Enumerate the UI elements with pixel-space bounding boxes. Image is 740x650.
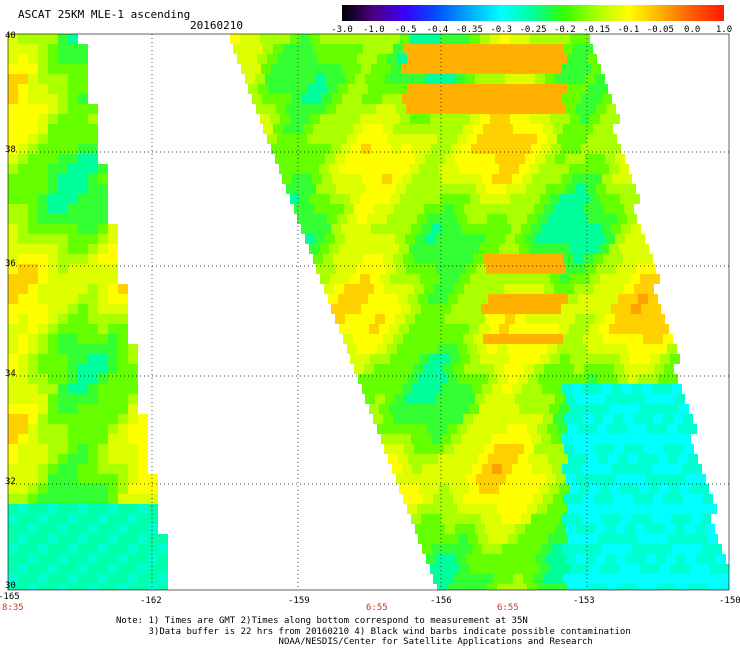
lon-label-156: -156 (430, 596, 452, 606)
pass-time-2: 6:55 (366, 603, 388, 613)
colorbar-tick-label: -0.15 (583, 25, 611, 35)
colorbar-tick-label: -3.0 (331, 25, 353, 35)
lon-label-150: -150 (719, 596, 740, 606)
note-line-3: NOAA/NESDIS/Center for Satellite Applica… (116, 637, 593, 647)
colorbar-tick-label: -1.0 (362, 25, 385, 35)
colorbar-tick-label: -0.25 (519, 25, 547, 35)
lat-label-30: 30 (5, 581, 16, 591)
colorbar (342, 5, 724, 21)
colorbar-tick-label: -0.4 (426, 25, 449, 35)
lon-label-162: -162 (140, 596, 162, 606)
map-date: 20160210 (190, 19, 243, 32)
lon-label-159: -159 (288, 596, 310, 606)
lon-label-153: -153 (573, 596, 595, 606)
lat-label-32: 32 (5, 477, 16, 487)
colorbar-tick-label: 1.0 (715, 25, 733, 35)
colorbar-tick-label: -0.2 (553, 25, 576, 35)
lat-label-40: 40 (5, 31, 16, 41)
colorbar-tick-label: -0.3 (490, 25, 512, 35)
lat-label-34: 34 (5, 369, 16, 379)
note-line-2: 3)Data buffer is 22 hrs from 20160210 4)… (116, 626, 631, 637)
footnotes: Note: 1) Times are GMT 2)Times along bot… (116, 616, 631, 648)
map-title: ASCAT 25KM MLE-1 ascending (18, 8, 191, 21)
colorbar-tick-label: -0.5 (394, 25, 417, 35)
colorbar-tick-label: 0.0 (684, 25, 701, 35)
colorbar-tick-label: -0.35 (455, 25, 483, 35)
lat-label-38: 38 (5, 145, 16, 155)
pass-time-1: 8:35 (2, 603, 24, 613)
colorbar-tick-label: -0.1 (617, 25, 640, 35)
colorbar-tick-label: -0.05 (646, 25, 674, 35)
lat-label-36: 36 (5, 259, 16, 269)
pass-time-3: 6:55 (497, 603, 519, 613)
note-line-1: Note: 1) Times are GMT 2)Times along bot… (116, 616, 528, 626)
lon-label-165: -165 (0, 592, 20, 602)
plot-frame (7, 33, 730, 591)
